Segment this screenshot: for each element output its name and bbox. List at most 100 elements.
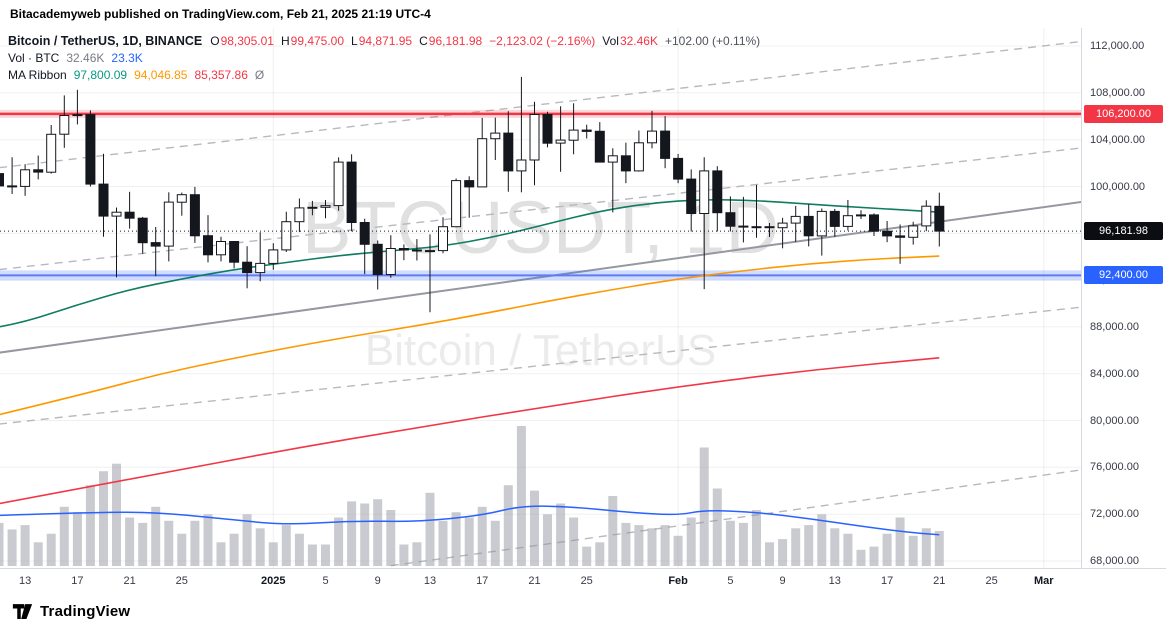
volume-bar bbox=[699, 447, 709, 566]
candle-body bbox=[869, 214, 879, 232]
time-tick-label: 5 bbox=[727, 575, 734, 587]
volume-bar bbox=[464, 517, 474, 566]
candle-body bbox=[620, 155, 631, 172]
candle-body bbox=[790, 215, 801, 224]
volume-bar bbox=[255, 528, 265, 566]
candle-body bbox=[320, 205, 331, 208]
volume-inline: Vol 32.46K bbox=[602, 34, 658, 48]
tradingview-brand[interactable]: TradingView bbox=[40, 602, 131, 620]
time-tick-label: 25 bbox=[985, 575, 998, 587]
candle-body bbox=[372, 243, 383, 276]
volume-bar bbox=[543, 514, 552, 566]
price-tick-label: 76,000.00 bbox=[1090, 461, 1139, 474]
time-axis[interactable]: 13 17 21 25 2025 5 9 13 17 21 25 Feb 5 9 13 17 21 25 Mar bbox=[0, 568, 1166, 594]
price-axis[interactable]: 112,000.00 108,000.00 104,000.00 100,000.00… bbox=[1081, 28, 1166, 568]
candle-body bbox=[307, 206, 318, 209]
candle-body bbox=[581, 129, 592, 132]
volume-bar bbox=[569, 517, 579, 566]
volume-bar bbox=[830, 528, 840, 566]
candle-body bbox=[490, 132, 501, 140]
price-tick-label: 104,000.00 bbox=[1090, 133, 1146, 146]
chart-legend: Bitcoin / TetherUS, 1D, BINANCE O 98,305.… bbox=[8, 32, 760, 83]
volume-bar bbox=[556, 503, 566, 566]
ohlc-close-value: 96,181.98 bbox=[428, 33, 483, 48]
last-price-badge: 96,181.98 bbox=[1084, 222, 1163, 241]
candle-body bbox=[464, 180, 475, 188]
price-tick-label: 68,000.00 bbox=[1090, 555, 1139, 567]
volume-bar bbox=[582, 546, 592, 566]
attribution-bar: Bitacademyweb published on TradingView.c… bbox=[0, 0, 1166, 28]
candle-body bbox=[20, 169, 31, 187]
ohlc-high: H 99,475.00 bbox=[281, 34, 344, 48]
volume-bar bbox=[20, 525, 30, 566]
volume-bar bbox=[595, 542, 605, 566]
volume-bar bbox=[621, 522, 631, 566]
volume-bar bbox=[164, 520, 174, 566]
volume-bar bbox=[177, 533, 187, 566]
candle-body bbox=[137, 217, 148, 244]
volume-legend-row[interactable]: Vol · BTC 32.46K 23.3K bbox=[8, 49, 760, 66]
price-tick-label: 80,000.00 bbox=[1090, 414, 1139, 427]
candle-body bbox=[660, 130, 671, 159]
time-tick-label: 21 bbox=[933, 575, 946, 587]
price-tick-label: 84,000.00 bbox=[1090, 367, 1139, 380]
candle-body bbox=[268, 249, 279, 264]
volume-bar bbox=[203, 514, 213, 566]
candle-body bbox=[0, 173, 4, 187]
candle-body bbox=[203, 235, 213, 256]
candle-body bbox=[333, 161, 344, 207]
tradingview-logo-icon[interactable] bbox=[12, 603, 33, 620]
ohlc-low: L 94,871.95 bbox=[351, 34, 412, 48]
attribution-text: Bitacademyweb published on TradingView.c… bbox=[10, 7, 431, 21]
chart-area[interactable]: BTCUSDT, 1D Bitcoin / TetherUS Bitcoin /… bbox=[0, 28, 1166, 594]
time-tick-label: 9 bbox=[374, 575, 381, 587]
candle-body bbox=[842, 215, 853, 227]
volume-bar bbox=[725, 520, 735, 566]
volume-ma-line bbox=[0, 505, 940, 536]
volume-bar bbox=[99, 471, 108, 566]
candle-body bbox=[411, 249, 422, 252]
candle-body bbox=[255, 262, 266, 274]
volume-bar bbox=[7, 529, 17, 566]
time-tick-label: Mar bbox=[1034, 575, 1054, 587]
candle-body bbox=[503, 132, 514, 172]
volume-bar bbox=[386, 510, 396, 566]
candle-body bbox=[725, 212, 736, 227]
volume-inline-label: Vol bbox=[602, 33, 619, 48]
ma-ribbon-legend-row[interactable]: MA Ribbon 97,800.09 94,046.85 85,357.86 … bbox=[8, 66, 760, 83]
ohlc-high-value: 99,475.00 bbox=[290, 33, 345, 48]
volume-bar bbox=[438, 520, 448, 566]
volume-bar bbox=[321, 544, 330, 566]
candle-body bbox=[921, 205, 932, 227]
candle-body bbox=[46, 133, 57, 173]
volume-indicator-label: Vol · BTC bbox=[8, 50, 60, 65]
ma-red-line bbox=[0, 357, 940, 505]
time-tick-label: 9 bbox=[779, 575, 786, 587]
footer-bar: TradingView bbox=[0, 593, 1166, 628]
volume-bar bbox=[307, 544, 317, 566]
time-tick-label: 25 bbox=[175, 575, 188, 587]
ohlc-open-value: 98,305.01 bbox=[220, 33, 274, 48]
candle-body bbox=[438, 226, 448, 252]
candle-body bbox=[294, 207, 305, 223]
candle-body bbox=[647, 130, 657, 144]
time-tick-label: 13 bbox=[423, 575, 437, 587]
volume-bar bbox=[360, 503, 370, 566]
candle-body bbox=[7, 185, 18, 188]
volume-bar bbox=[895, 517, 905, 566]
volume-bar bbox=[791, 528, 801, 566]
volume-bar bbox=[608, 496, 618, 566]
time-tick-label: 17 bbox=[880, 575, 894, 587]
volume-bar bbox=[712, 488, 722, 566]
price-chart-canvas[interactable] bbox=[0, 28, 1081, 568]
volume-bar bbox=[399, 544, 409, 566]
ohlc-open: O 98,305.01 bbox=[210, 34, 274, 48]
volume-bar bbox=[59, 506, 69, 566]
time-tick-label: 2025 bbox=[261, 575, 286, 587]
candle-body bbox=[163, 201, 174, 247]
volume-bar bbox=[934, 531, 944, 566]
symbol-legend-row[interactable]: Bitcoin / TetherUS, 1D, BINANCE O 98,305.… bbox=[8, 32, 760, 49]
candle-body bbox=[673, 157, 684, 180]
price-tick-label: 88,000.00 bbox=[1090, 320, 1139, 333]
ohlc-low-label: L bbox=[351, 33, 358, 48]
